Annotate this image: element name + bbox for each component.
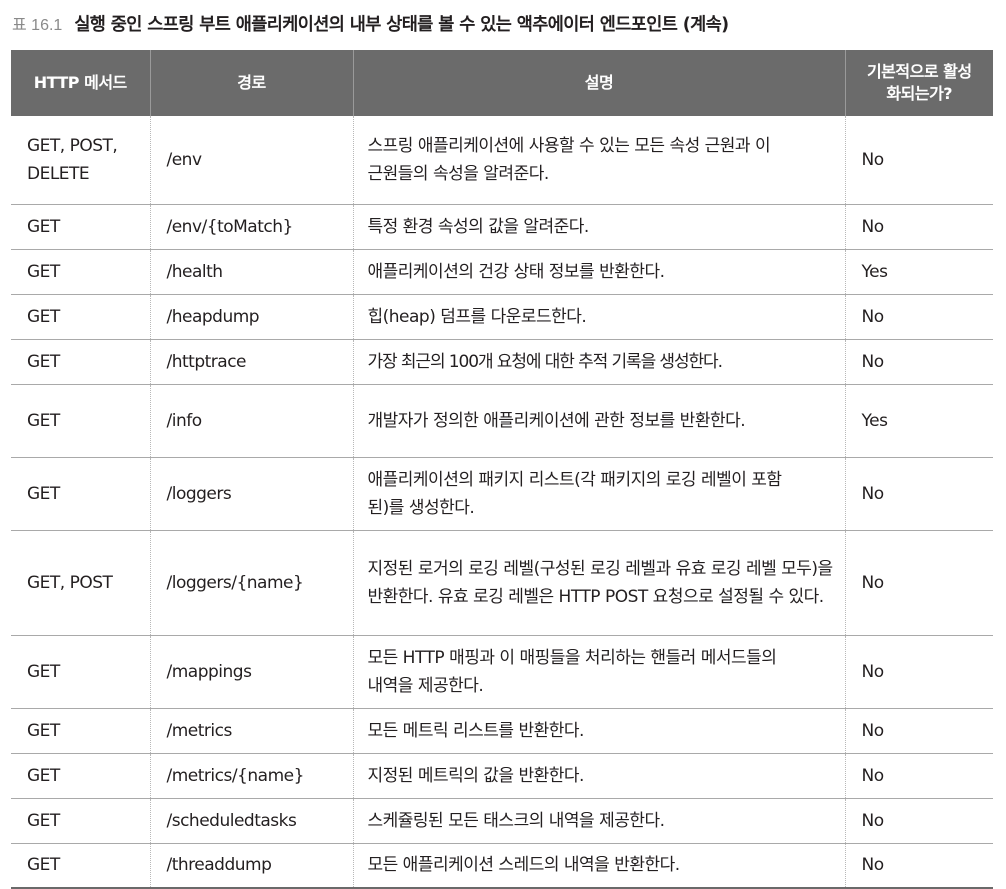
table-row: GET /env/{toMatch} 특정 환경 속성의 값을 알려준다. No <box>11 203 993 249</box>
cell-description: 지정된 로거의 로깅 레벨(구성된 로깅 레벨과 유효 로깅 레벨 모두)을 반… <box>352 529 845 635</box>
cell-path: /env/{toMatch} <box>149 203 353 249</box>
table-row: GET /heapdump 힙(heap) 덤프를 다운로드한다. No <box>11 293 993 339</box>
cell-path: /mappings <box>149 634 353 708</box>
table-row: GET, POST /loggers/{name} 지정된 로거의 로깅 레벨(… <box>11 529 993 635</box>
cell-enabled: No <box>844 293 993 339</box>
table-number: 표 16.1 <box>12 17 63 34</box>
cell-path: /metrics/{name} <box>149 752 353 798</box>
header-enabled-by-default: 기본적으로 활성화되는가? <box>844 50 993 116</box>
cell-path: /threaddump <box>149 842 353 888</box>
actuator-endpoints-table: HTTP 메서드 경로 설명 기본적으로 활성화되는가? GET, POST, … <box>11 50 993 889</box>
cell-path: /scheduledtasks <box>149 797 353 843</box>
table-caption: 표 16.1 실행 중인 스프링 부트 애플리케이션의 내부 상태를 볼 수 있… <box>12 8 729 38</box>
description-text: 모든 HTTP 매핑과 이 매핑들을 처리하는 핸들러 메서드들의 내역을 제공… <box>367 647 777 696</box>
cell-description: 모든 메트릭 리스트를 반환한다. <box>352 707 845 753</box>
cell-enabled: No <box>844 752 993 798</box>
cell-enabled: No <box>844 116 993 204</box>
cell-enabled: No <box>844 797 993 843</box>
table-row: GET /threaddump 모든 애플리케이션 스레드의 내역을 반환한다.… <box>11 842 993 888</box>
cell-description: 모든 애플리케이션 스레드의 내역을 반환한다. <box>352 842 845 888</box>
table-row: GET /info 개발자가 정의한 애플리케이션에 관한 정보를 반환한다. … <box>11 383 993 457</box>
cell-path: /info <box>149 383 353 457</box>
method-text: GET, POST, DELETE <box>27 135 118 184</box>
cell-method: GET <box>11 797 150 843</box>
cell-method: GET <box>11 338 150 384</box>
table-row: GET /metrics/{name} 지정된 메트릭의 값을 반환한다. No <box>11 752 993 798</box>
table-row: GET /httptrace 가장 최근의 100개 요청에 대한 추적 기록을… <box>11 338 993 384</box>
cell-path: /httptrace <box>149 338 353 384</box>
cell-description: 개발자가 정의한 애플리케이션에 관한 정보를 반환한다. <box>352 383 845 457</box>
cell-method: GET <box>11 383 150 457</box>
cell-method: GET, POST <box>11 529 150 635</box>
cell-method: GET, POST, DELETE <box>11 116 150 204</box>
cell-description: 모든 HTTP 매핑과 이 매핑들을 처리하는 핸들러 메서드들의 내역을 제공… <box>352 634 845 708</box>
cell-method: GET <box>11 707 150 753</box>
cell-path: /health <box>149 248 353 294</box>
cell-method: GET <box>11 752 150 798</box>
description-text: 애플리케이션의 패키지 리스트(각 패키지의 로깅 레벨이 포함된)를 생성한다… <box>367 469 783 518</box>
table-row: GET /metrics 모든 메트릭 리스트를 반환한다. No <box>11 707 993 753</box>
table-row: GET /mappings 모든 HTTP 매핑과 이 매핑들을 처리하는 핸들… <box>11 634 993 708</box>
description-text: 개발자가 정의한 애플리케이션에 관한 정보를 반환한다. <box>367 410 746 431</box>
cell-path: /loggers/{name} <box>149 529 353 635</box>
cell-description: 특정 환경 속성의 값을 알려준다. <box>352 203 845 249</box>
cell-enabled: No <box>844 707 993 753</box>
header-path: 경로 <box>149 50 353 116</box>
cell-path: /metrics <box>149 707 353 753</box>
header-description: 설명 <box>352 50 845 116</box>
header-http-method: HTTP 메서드 <box>11 50 150 116</box>
cell-enabled: No <box>844 529 993 635</box>
cell-enabled: No <box>844 634 993 708</box>
cell-enabled: No <box>844 456 993 530</box>
table-row: GET, POST, DELETE /env 스프링 애플리케이션에 사용할 수… <box>11 116 993 204</box>
cell-path: /loggers <box>149 456 353 530</box>
cell-description: 지정된 메트릭의 값을 반환한다. <box>352 752 845 798</box>
cell-method: GET <box>11 293 150 339</box>
cell-description: 가장 최근의 100개 요청에 대한 추적 기록을 생성한다. <box>352 338 845 384</box>
cell-description: 힙(heap) 덤프를 다운로드한다. <box>352 293 845 339</box>
cell-enabled: No <box>844 842 993 888</box>
cell-enabled: No <box>844 338 993 384</box>
header-enabled-label: 기본적으로 활성화되는가? <box>866 62 972 103</box>
cell-method: GET <box>11 634 150 708</box>
cell-path: /env <box>149 116 353 204</box>
table-row: GET /loggers 애플리케이션의 패키지 리스트(각 패키지의 로깅 레… <box>11 456 993 530</box>
cell-enabled: Yes <box>844 383 993 457</box>
table-header-row: HTTP 메서드 경로 설명 기본적으로 활성화되는가? <box>11 50 993 116</box>
table-title: 실행 중인 스프링 부트 애플리케이션의 내부 상태를 볼 수 있는 액추에이터… <box>74 14 729 35</box>
cell-description: 스프링 애플리케이션에 사용할 수 있는 모든 속성 근원과 이 근원들의 속성… <box>352 116 845 204</box>
cell-method: GET <box>11 203 150 249</box>
table-row: GET /scheduledtasks 스케쥴링된 모든 태스크의 내역을 제공… <box>11 797 993 843</box>
description-text: 스프링 애플리케이션에 사용할 수 있는 모든 속성 근원과 이 근원들의 속성… <box>367 135 771 184</box>
cell-method: GET <box>11 248 150 294</box>
cell-enabled: Yes <box>844 248 993 294</box>
table-row: GET /health 애플리케이션의 건강 상태 정보를 반환한다. Yes <box>11 248 993 294</box>
cell-description: 애플리케이션의 패키지 리스트(각 패키지의 로깅 레벨이 포함된)를 생성한다… <box>352 456 845 530</box>
description-text: 지정된 로거의 로깅 레벨(구성된 로깅 레벨과 유효 로깅 레벨 모두)을 반… <box>367 558 834 607</box>
cell-path: /heapdump <box>149 293 353 339</box>
cell-method: GET <box>11 842 150 888</box>
cell-description: 애플리케이션의 건강 상태 정보를 반환한다. <box>352 248 845 294</box>
cell-enabled: No <box>844 203 993 249</box>
cell-description: 스케쥴링된 모든 태스크의 내역을 제공한다. <box>352 797 845 843</box>
cell-method: GET <box>11 456 150 530</box>
